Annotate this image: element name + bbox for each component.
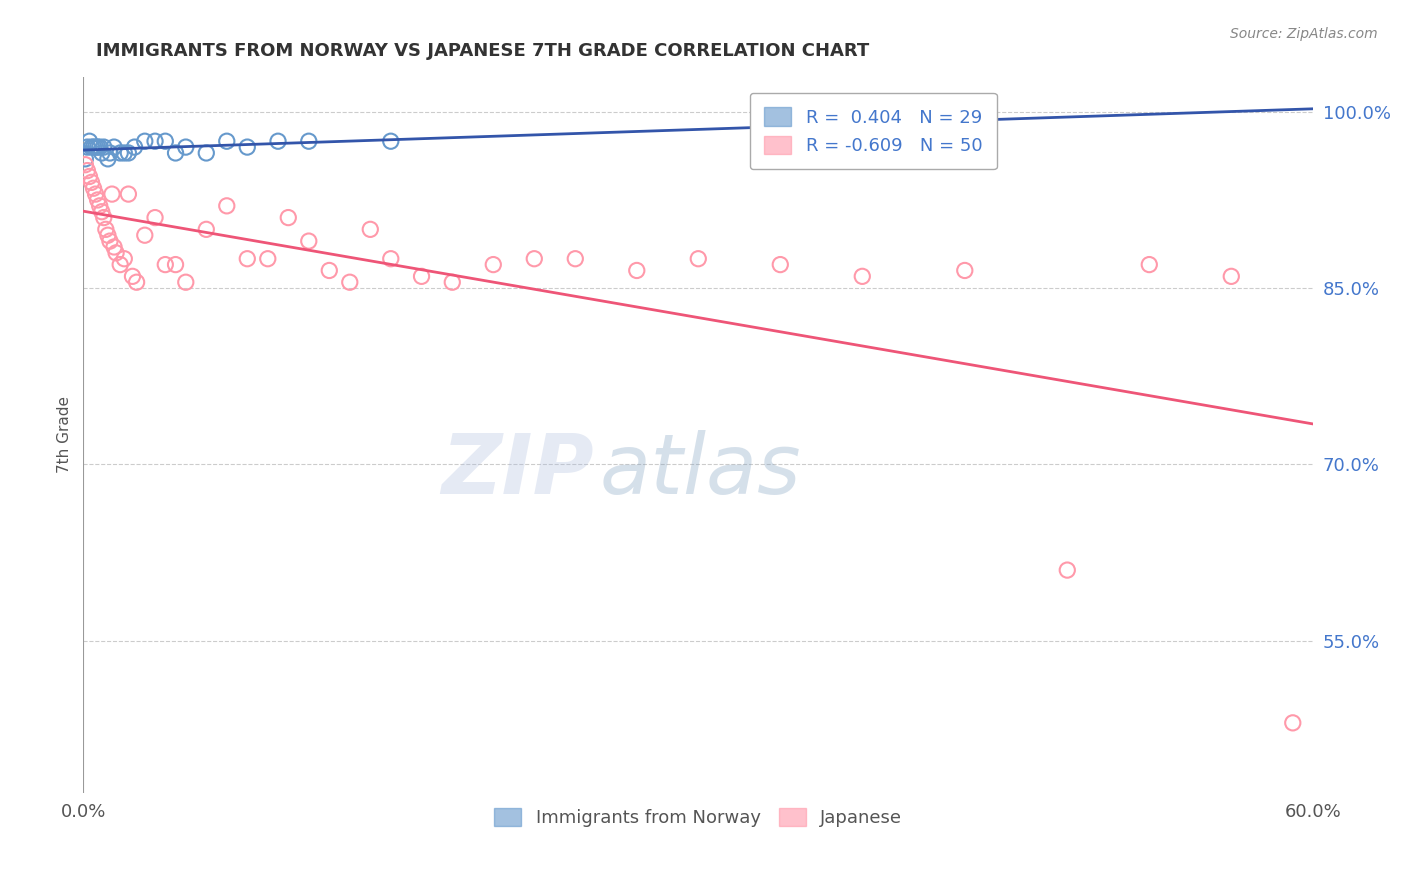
Point [89,140,111,154]
Point [236,252,259,266]
Point [101,187,124,202]
Point [688,252,710,266]
Text: atlas: atlas [600,430,801,511]
Point [339,275,361,289]
Text: IMMIGRANTS FROM NORWAY VS JAPANESE 7TH GRADE CORRELATION CHART: IMMIGRANTS FROM NORWAY VS JAPANESE 7TH G… [96,42,869,60]
Point [125,275,148,289]
Point [103,240,125,254]
Point [98,234,121,248]
Point [953,263,976,277]
Point [851,117,873,131]
Point [165,145,187,160]
Point [359,222,381,236]
Point [93,140,115,154]
Point [89,199,111,213]
Point [97,152,120,166]
Point [79,134,101,148]
Point [318,263,340,277]
Point [83,181,105,195]
Text: Source: ZipAtlas.com: Source: ZipAtlas.com [1230,27,1378,41]
Y-axis label: 7th Grade: 7th Grade [58,396,72,474]
Point [165,258,187,272]
Point [76,163,98,178]
Point [134,228,156,243]
Point [93,211,115,225]
Point [1137,258,1160,272]
Point [84,187,107,202]
Point [155,134,177,148]
Point [564,252,586,266]
Point [174,140,197,154]
Point [90,204,112,219]
Text: ZIP: ZIP [441,430,593,511]
Point [380,134,402,148]
Point [86,140,108,154]
Point [117,145,139,160]
Point [441,275,464,289]
Point [851,269,873,284]
Point [98,145,121,160]
Point [769,258,792,272]
Point [1056,563,1078,577]
Point [83,140,105,154]
Point [79,169,101,184]
Point [195,145,218,160]
Point [94,222,117,236]
Point [121,269,143,284]
Point [380,252,402,266]
Point [103,140,125,154]
Point [256,252,278,266]
Point [215,134,238,148]
Point [174,275,197,289]
Point [86,193,108,207]
Point [298,134,321,148]
Point [215,199,238,213]
Point [97,228,120,243]
Point [75,158,97,172]
Legend: Immigrants from Norway, Japanese: Immigrants from Norway, Japanese [486,801,910,835]
Point [124,140,146,154]
Point [1220,269,1243,284]
Point [482,258,505,272]
Point [1281,715,1303,730]
Point [108,258,131,272]
Point [117,187,139,202]
Point [277,211,299,225]
Point [76,140,98,154]
Point [267,134,290,148]
Point [134,134,156,148]
Point [108,145,131,160]
Point [298,234,321,248]
Point [75,152,97,166]
Point [195,222,218,236]
Point [626,263,648,277]
Point [143,134,166,148]
Point [90,145,112,160]
Point [80,140,103,154]
Point [411,269,433,284]
Point [523,252,546,266]
Point [236,140,259,154]
Point [143,211,166,225]
Point [155,258,177,272]
Point [112,252,135,266]
Point [112,145,135,160]
Point [84,140,107,154]
Point [80,175,103,189]
Point [105,245,128,260]
